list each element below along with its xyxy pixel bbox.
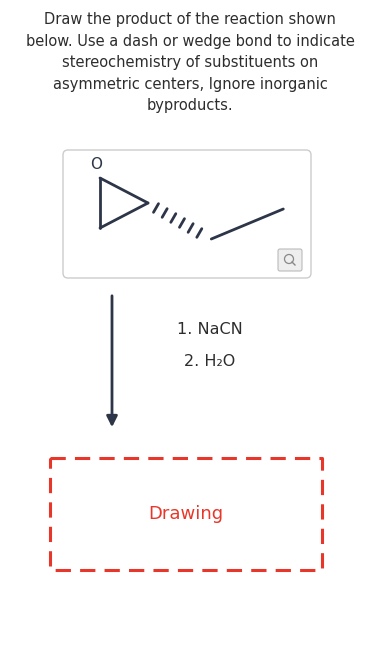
FancyBboxPatch shape [63,150,311,278]
FancyBboxPatch shape [278,249,302,271]
FancyBboxPatch shape [46,454,326,574]
Text: O: O [90,157,102,172]
Text: Drawing: Drawing [149,505,223,523]
Text: 2. H₂O: 2. H₂O [184,355,236,370]
Text: 1. NaCN: 1. NaCN [177,323,243,338]
Text: Draw the product of the reaction shown
below. Use a dash or wedge bond to indica: Draw the product of the reaction shown b… [25,12,355,114]
